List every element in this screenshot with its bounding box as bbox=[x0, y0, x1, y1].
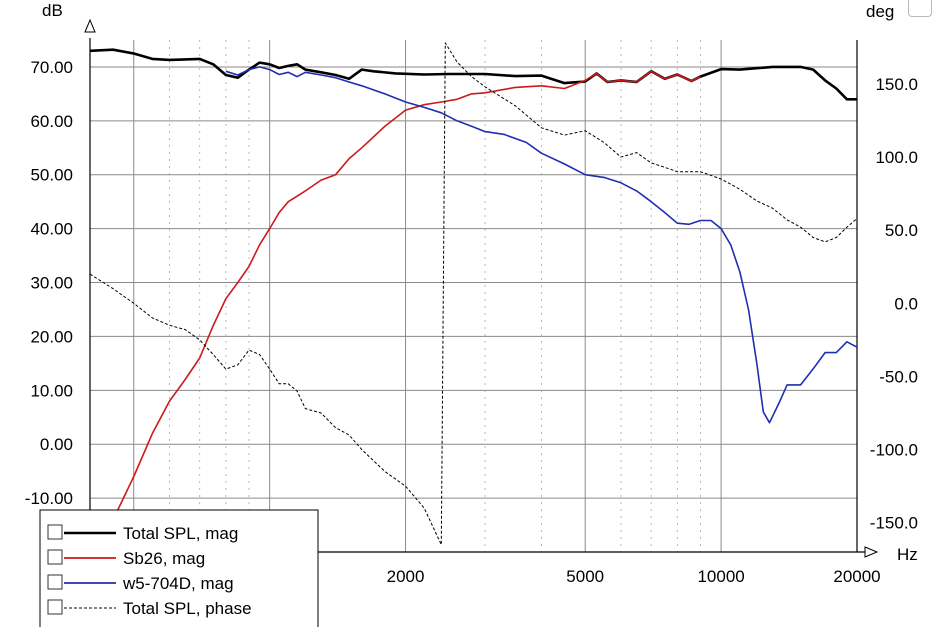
x-tick-label: 20000 bbox=[833, 567, 880, 586]
grid bbox=[89, 40, 858, 553]
legend-checkbox[interactable] bbox=[47, 549, 63, 565]
x-tick-label: 2000 bbox=[387, 567, 425, 586]
legend: Total SPL, mag Sb26, mag w5-704D, mag Total… bbox=[39, 509, 319, 627]
x-tick-label: 10000 bbox=[697, 567, 744, 586]
y-left-tick-label: 60.00 bbox=[30, 112, 73, 131]
y-right-tick-label: 150.0 bbox=[875, 75, 918, 94]
y-left-tick-label: 30.00 bbox=[30, 274, 73, 293]
y-left-tick-label: -10.00 bbox=[25, 489, 73, 508]
y-left-tick-label: 70.00 bbox=[30, 58, 73, 77]
series-line-1 bbox=[89, 48, 857, 101]
legend-label: Sb26, mag bbox=[123, 549, 205, 568]
y-left-tick-label: 20.00 bbox=[30, 327, 73, 346]
series-line-3 bbox=[225, 66, 858, 424]
y-right-unit-label: deg bbox=[866, 2, 894, 21]
legend-label: w5-704D, mag bbox=[122, 574, 234, 593]
x-tick-label: 5000 bbox=[566, 567, 604, 586]
y-right-tick-label: 0.0 bbox=[894, 294, 918, 313]
x-unit-label: Hz bbox=[897, 545, 918, 564]
y-right-tick-label: 100.0 bbox=[875, 148, 918, 167]
legend-label: Total SPL, phase bbox=[123, 599, 252, 618]
y-right-tick-label: -50.0 bbox=[879, 367, 918, 386]
legend-checkbox[interactable] bbox=[47, 524, 63, 540]
legend-checkbox[interactable] bbox=[47, 574, 63, 590]
tick-labels: dB deg Hz 70.00 60.00 50.00 40.00 30.00 20.00… bbox=[25, 1, 918, 586]
legend-label: Total SPL, mag bbox=[123, 524, 238, 543]
y-right-tick-label: -100.0 bbox=[870, 441, 918, 460]
y-axis-left-arrow-icon bbox=[84, 18, 96, 33]
series-line-2 bbox=[89, 70, 701, 564]
axes bbox=[84, 18, 879, 558]
y-left-unit-label: dB bbox=[42, 1, 63, 20]
corner-toggle[interactable] bbox=[908, 0, 932, 17]
y-left-tick-label: 0.00 bbox=[40, 435, 73, 454]
series-line-4 bbox=[89, 42, 858, 546]
series-lines bbox=[89, 42, 858, 564]
x-axis-arrow-icon bbox=[864, 546, 879, 558]
y-right-tick-label: 50.0 bbox=[885, 221, 918, 240]
y-left-tick-label: 50.00 bbox=[30, 166, 73, 185]
y-left-tick-label: 10.00 bbox=[30, 381, 73, 400]
legend-checkbox[interactable] bbox=[47, 599, 63, 615]
y-right-tick-label: -150.0 bbox=[870, 514, 918, 533]
y-left-tick-label: 40.00 bbox=[30, 220, 73, 239]
